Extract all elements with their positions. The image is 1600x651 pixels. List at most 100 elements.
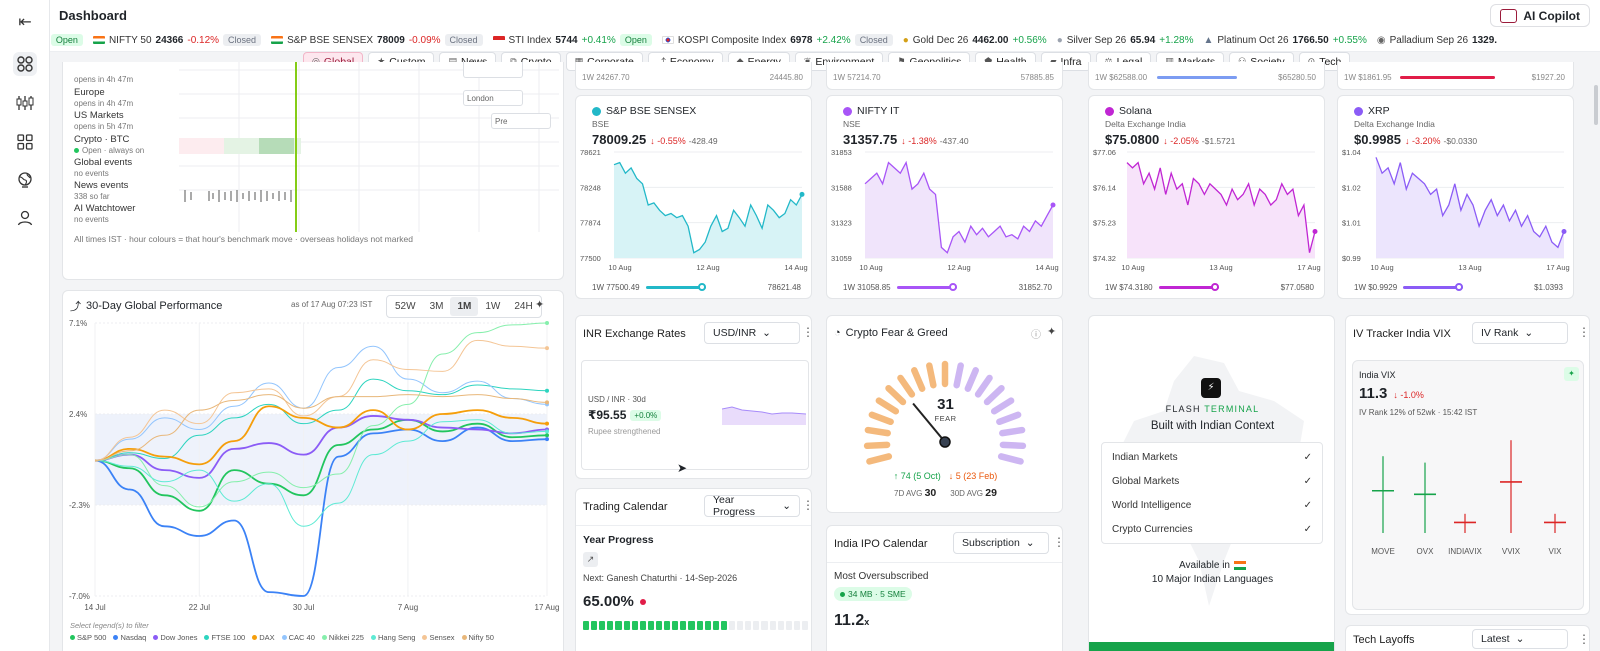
range-knob [697,283,706,291]
legend-item[interactable]: Nifty 50 [461,633,494,642]
price-change-abs: -437.40 [939,136,969,146]
grid-icon[interactable] [13,52,37,76]
ticker-item[interactable]: ◉ Palladium Sep 26 1329. [1377,35,1497,46]
candles-icon[interactable] [13,91,37,115]
ticker-price: 24366 [155,34,184,46]
year-progress-pct: 65.00% [583,593,646,610]
kebab-menu-icon[interactable]: ⋮ [1578,632,1590,646]
calendar-mode-select[interactable]: Year Progress ⌄ [704,494,800,518]
progress-segment [623,621,630,630]
range-high: 24445.80 [769,73,803,82]
range-knob [1210,283,1219,291]
range-low: 1W $62588.00 [1095,73,1148,82]
tab-label: Infra [1060,55,1082,68]
legend-item[interactable]: Sensex [422,633,455,642]
tf-3m[interactable]: 3M [429,301,444,312]
ai-sparkle-icon[interactable]: ✦ [535,299,545,311]
ticker-item[interactable]: S&P BSE SENSEX 78009 -0.09% Closed [271,34,483,46]
ticker-item[interactable]: NIFTY 50 24366 -0.12% Closed [92,34,262,46]
legend-item[interactable]: S&P 500 [70,633,106,642]
ticker-item[interactable]: % Open [50,34,83,46]
flash-cta-bar[interactable] [1089,642,1334,651]
info-icon[interactable]: ⓘ [1031,330,1041,341]
globe-small-icon: ◎ [312,56,320,66]
legend-item[interactable]: FTSE 100 [204,633,245,642]
silver-medal-icon: ● [1056,34,1063,46]
ai-sparkle-icon[interactable]: ✦ [1564,367,1579,381]
tf-1m[interactable]: 1M [450,297,479,316]
last-point [1561,229,1567,234]
legend-item[interactable]: Nasdaq [113,633,146,642]
legend-item[interactable]: Nikkei 225 [321,633,364,642]
apps-icon[interactable] [13,130,37,154]
tf-1w[interactable]: 1W [485,301,501,312]
scrollbar-thumb[interactable] [1594,85,1598,125]
external-link-icon[interactable]: ↗ [583,552,598,567]
status-badge: Open [619,34,652,46]
index-card-xrp[interactable]: XRP Delta Exchange India $0.9985 ↓ -3.20%… [1337,95,1574,299]
ai-copilot-button[interactable]: AI Copilot [1490,4,1590,27]
ipo-mode-select[interactable]: Subscription ⌄ [953,532,1049,554]
x-tick-label: 14 Aug [784,263,807,272]
feature-label: Global Markets [1112,475,1180,487]
gauge-segment [875,397,900,415]
legend-swatch [461,635,467,640]
gauge-segment [885,384,907,406]
legend-item[interactable]: Hang Seng [370,633,415,642]
x-tick-label: 14 Aug [1035,263,1058,272]
ticker-item[interactable]: ● Gold Dec 26 4462.00 +0.56% [903,35,1047,46]
index-card-solana[interactable]: Solana Delta Exchange India $75.0800 ↓ -2… [1088,95,1325,299]
y-tick-label: 7.1% [69,319,87,328]
iv-mode-select[interactable]: IV Rank ⌄ [1472,322,1568,344]
ipo-unit: x [864,617,870,627]
ticker-name: Silver Sep 26 [1066,34,1127,46]
y-tick-label: $1.01 [1342,219,1361,228]
gauge-segment [926,362,937,389]
ticker-item[interactable]: ● Silver Sep 26 65.94 +1.28% [1057,35,1194,46]
legend-item[interactable]: Dow Jones [153,633,197,642]
legend-item[interactable]: DAX [252,633,275,642]
card-title: NIFTY IT [843,105,899,117]
currency-pair-select[interactable]: USD/INR ⌄ [704,322,800,344]
candle-label: VVIX [1501,547,1521,556]
feature-label: Crypto Currencies [1112,523,1193,535]
kebab-menu-icon[interactable]: ⋮ [802,498,811,512]
kebab-menu-icon[interactable]: ⋮ [802,325,811,339]
x-tick-label: 12 Aug [947,263,970,272]
user-icon[interactable] [13,206,37,230]
globe-icon[interactable] [13,168,37,192]
availability-text: Available in [1179,560,1230,571]
progress-segment [615,621,622,630]
check-icon: ✓ [1303,523,1312,535]
row-sub: no events [74,215,109,224]
avg30-value: 29 [985,487,997,499]
kebab-menu-icon[interactable]: ⋮ [1578,325,1590,339]
tf-24h[interactable]: 24H [514,301,533,312]
layoffs-mode-select[interactable]: Latest ⌄ [1472,629,1568,649]
index-card-nifty-it[interactable]: NIFTY IT NSE 31357.75 ↓ -1.38% -437.40 318… [826,95,1063,299]
kebab-menu-icon[interactable]: ⋮ [1053,535,1062,549]
legend-swatch [370,635,376,640]
ticker-item[interactable]: KOSPI Composite Index 6978 +2.42% Closed [661,34,893,46]
year-high: ↑ 74 (5 Oct) [893,471,941,481]
progress-segment [607,621,614,630]
row-label: Global events [74,157,133,168]
legend-label: CAC 40 [288,633,315,642]
ticker-name: Platinum Oct 26 [1217,34,1289,46]
collapse-icon[interactable]: ⇤ [18,14,32,31]
ai-sparkle-icon[interactable]: ✦ [1047,326,1057,338]
range-bar [1403,283,1464,291]
index-card-sensex[interactable]: S&P BSE SENSEX BSE 78009.25 ↓ -0.55% -428.… [575,95,812,299]
flash-tagline: Built with Indian Context [1150,420,1275,432]
legend-item[interactable]: CAC 40 [281,633,315,642]
candle-label: MOVE [1371,547,1395,556]
ticker-item[interactable]: STI Index 5744 +0.41% Open [492,34,652,46]
shield-icon: ⬟ [984,56,993,66]
series-line-nifty-50 [94,394,548,461]
range-bar [1157,76,1237,79]
tf-52w[interactable]: 52W [395,301,416,312]
ticker-item[interactable]: ▲ Platinum Oct 26 1766.50 +0.55% [1203,35,1366,46]
divider [576,525,811,526]
gauge-extremes: ↑ 74 (5 Oct) ↓ 5 (23 Feb) [827,471,1062,481]
panel-title: INR Exchange Rates [583,328,686,340]
